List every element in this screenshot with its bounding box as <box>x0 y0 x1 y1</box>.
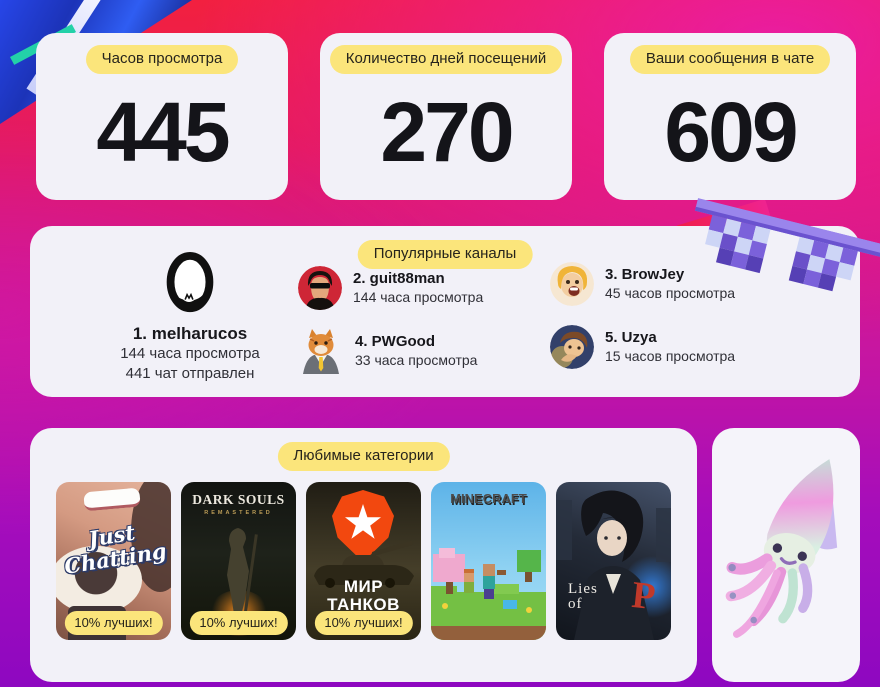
channel-watch-hours: 144 часа просмотра <box>120 345 260 362</box>
just-chatting-art <box>83 487 141 512</box>
stat-card-days-visited: Количество дней посещений 270 <box>320 33 572 200</box>
category-cover-minecraft: MINECRAFT <box>431 482 546 640</box>
uzya-avatar <box>550 325 594 369</box>
melharucos-avatar <box>166 251 214 313</box>
channel-watch-hours: 45 часов просмотра <box>605 285 736 301</box>
category-cover-just-chatting: Just Chatting 10% лучших! <box>56 482 171 640</box>
stat-value-chat-messages: 609 <box>664 84 798 179</box>
stat-label-badge: Часов просмотра <box>85 45 239 74</box>
tank-silhouette-art <box>314 540 414 589</box>
stat-value-days-visited: 270 <box>380 84 514 179</box>
channel-row-guit88man: 2. guit88man 144 часа просмотра <box>298 266 483 310</box>
category-cover-dark-souls: DARK SOULS REMASTERED 10% лучших! <box>181 482 296 640</box>
channel-watch-hours: 15 часов просмотра <box>605 348 736 364</box>
pwgood-avatar <box>303 329 339 374</box>
channel-featured-melharucos: 1. melharucos 144 часа просмотра 441 чат… <box>65 250 315 384</box>
stat-label-badge: Ваши сообщения в чате <box>629 45 831 74</box>
stats-row: Часов просмотра 445 Количество дней посе… <box>36 33 856 200</box>
remastered-label: REMASTERED <box>204 510 273 516</box>
popular-channels-title-badge: Популярные каналы <box>357 240 533 269</box>
minecraft-logo: MINECRAFT <box>450 491 527 506</box>
stat-card-chat-messages: Ваши сообщения в чате 609 <box>604 33 856 200</box>
lies-of-p-character-art <box>556 490 671 640</box>
lies-of-p-logo: Lies of <box>568 581 598 612</box>
squid-mascot-card <box>712 428 860 682</box>
channel-name: 2. guit88man <box>353 270 445 287</box>
top-percent-badge: 10% лучших! <box>189 611 288 635</box>
squid-mascot-graphic <box>725 459 838 638</box>
knight-silhouette-art <box>227 528 258 621</box>
channel-name: 3. BrowJey <box>605 266 685 283</box>
channel-name: 4. PWGood <box>355 333 435 350</box>
channel-row-uzya: 5. Uzya 15 часов просмотра <box>550 325 735 369</box>
top-percent-badge: 10% лучших! <box>314 611 413 635</box>
stat-label-badge: Количество дней посещений <box>329 45 563 74</box>
channel-watch-hours: 33 часа просмотра <box>355 352 478 368</box>
channel-row-pwgood: 4. PWGood 33 часа просмотра <box>298 328 477 374</box>
category-cover-world-of-tanks: МИР ТАНКОВ 10% лучших! <box>306 482 421 640</box>
favorite-categories-card: Любимые категории Just Chatting 10% лучш… <box>30 428 697 682</box>
lies-of-p-logo-p: P <box>629 573 658 619</box>
category-cover-lies-of-p: Lies of P <box>556 482 671 640</box>
dark-souls-logo: DARK SOULS <box>192 492 285 507</box>
wot-title: МИР ТАНКОВ <box>327 577 400 614</box>
channel-chats-sent: 441 чат отправлен <box>125 365 255 382</box>
channel-name: 5. Uzya <box>605 329 657 346</box>
channel-watch-hours: 144 часа просмотра <box>353 289 484 305</box>
stat-value-watch-hours: 445 <box>96 84 230 179</box>
guit88man-avatar <box>298 266 342 310</box>
favorite-categories-title-badge: Любимые категории <box>277 442 450 471</box>
category-covers-row: Just Chatting 10% лучших! DARK SOULS REM… <box>56 482 671 640</box>
channel-row-browjey: 3. BrowJey 45 часов просмотра <box>550 262 735 306</box>
minecraft-landscape-art <box>431 548 546 640</box>
pixel-sunglasses-icon <box>694 198 880 292</box>
stat-card-watch-hours: Часов просмотра 445 <box>36 33 288 200</box>
channel-name: 1. melharucos <box>132 324 248 343</box>
top-percent-badge: 10% лучших! <box>64 611 163 635</box>
browjey-avatar <box>550 262 594 306</box>
